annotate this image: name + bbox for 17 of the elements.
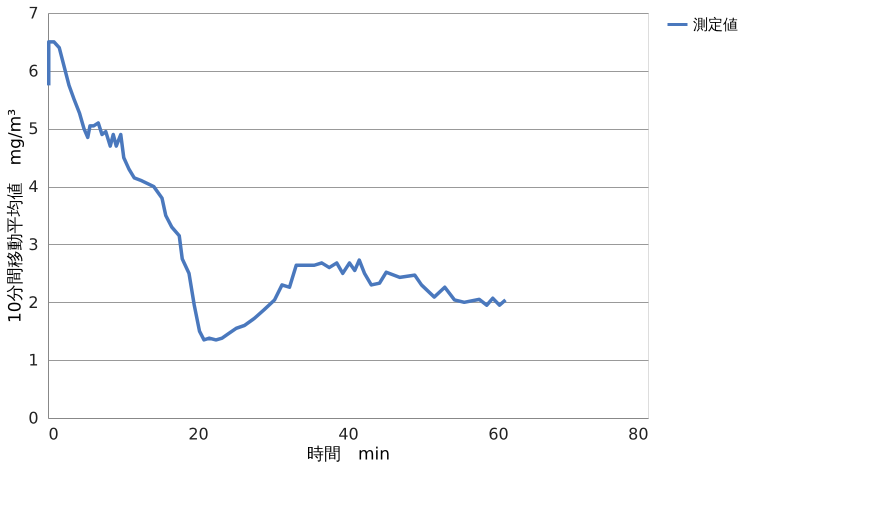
x-tick-label: 40 xyxy=(338,424,359,444)
y-tick-label: 4 xyxy=(28,177,38,196)
y-tick-label: 2 xyxy=(28,292,38,312)
y-tick-label: 7 xyxy=(28,4,38,22)
x-tick-label: 60 xyxy=(488,424,509,444)
y-tick-label: 6 xyxy=(28,61,38,80)
x-axis-title: 時間 min xyxy=(306,444,390,464)
y-tick-label: 5 xyxy=(28,119,38,138)
x-tick-label: 0 xyxy=(48,424,59,444)
y-axis-title: 10分間移動平均値 mg/m³ xyxy=(5,108,26,324)
x-tick-label: 80 xyxy=(628,424,648,444)
x-tick-label: 20 xyxy=(188,424,209,444)
y-tick-label: 1 xyxy=(28,350,38,370)
y-tick-label: 3 xyxy=(28,234,38,254)
legend-label: 測定値 xyxy=(693,16,738,34)
y-tick-label: 0 xyxy=(28,408,38,428)
line-series xyxy=(47,40,508,342)
